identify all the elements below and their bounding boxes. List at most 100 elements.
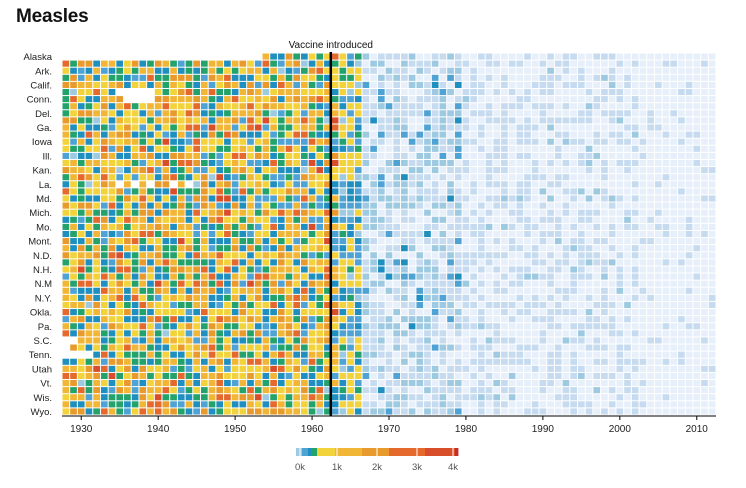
legend-swatch	[305, 448, 309, 456]
heatmap-cell	[339, 209, 347, 216]
heatmap-cell	[208, 252, 216, 259]
heatmap-cell	[293, 387, 301, 394]
heatmap-cell	[593, 67, 601, 74]
heatmap-cell	[416, 245, 424, 252]
heatmap-cell	[177, 88, 185, 96]
heatmap-cell	[639, 238, 647, 245]
heatmap-cell	[631, 117, 639, 124]
heatmap-cell	[385, 280, 393, 287]
heatmap-cell	[416, 67, 424, 74]
heatmap-cell	[454, 301, 462, 309]
heatmap-cell	[262, 117, 270, 124]
heatmap-cell	[62, 372, 70, 380]
heatmap-cell	[570, 309, 577, 316]
heatmap-cell	[578, 81, 585, 88]
heatmap-cell	[424, 167, 431, 174]
heatmap-cell	[62, 67, 70, 74]
heatmap-cell	[316, 238, 324, 245]
heatmap-cell	[524, 365, 531, 372]
heatmap-cell	[124, 167, 131, 174]
heatmap-cell	[77, 124, 85, 131]
heatmap-cell	[447, 188, 454, 195]
heatmap-cell	[708, 372, 716, 380]
legend-swatch	[362, 448, 366, 456]
heatmap-cell	[193, 167, 200, 174]
heatmap-cell	[539, 238, 547, 245]
heatmap-cell	[354, 337, 362, 344]
heatmap-cell	[139, 372, 147, 380]
heatmap-cell	[447, 195, 454, 202]
heatmap-cell	[439, 337, 447, 344]
heatmap-cell	[347, 394, 354, 401]
heatmap-cell	[339, 238, 347, 245]
heatmap-cell	[247, 74, 254, 81]
heatmap-cell	[693, 401, 701, 408]
heatmap-cell	[285, 223, 293, 230]
heatmap-cell	[531, 287, 539, 294]
heatmap-cell	[293, 110, 301, 117]
heatmap-cell	[270, 88, 277, 96]
heatmap-cell	[670, 209, 678, 216]
heatmap-cell	[262, 294, 270, 301]
heatmap-cell	[454, 401, 462, 408]
heatmap-cell	[216, 408, 224, 415]
heatmap-cell	[108, 337, 116, 344]
heatmap-cell	[108, 124, 116, 131]
heatmap-cell	[185, 67, 193, 74]
heatmap-cell	[308, 294, 316, 301]
heatmap-cell	[108, 351, 116, 358]
heatmap-cell	[231, 81, 239, 88]
legend-swatch	[383, 448, 387, 456]
heatmap-cell	[370, 174, 377, 181]
heatmap-cell	[477, 316, 485, 323]
heatmap-cell	[231, 238, 239, 245]
heatmap-cell	[277, 67, 285, 74]
heatmap-cell	[608, 209, 616, 216]
heatmap-cell	[608, 408, 616, 415]
heatmap-cell	[678, 131, 685, 138]
heatmap-cell	[539, 159, 547, 167]
heatmap-cell	[516, 230, 524, 238]
state-label: Mo.	[36, 222, 52, 233]
heatmap-cell	[601, 372, 608, 380]
heatmap-cell	[524, 216, 531, 223]
heatmap-cell	[624, 252, 631, 259]
heatmap-cell	[77, 372, 85, 380]
heatmap-cell	[493, 394, 501, 401]
heatmap-cell	[601, 287, 608, 294]
heatmap-cell	[154, 131, 162, 138]
heatmap-cell	[293, 216, 301, 223]
heatmap-cell	[393, 252, 401, 259]
heatmap-cell	[516, 67, 524, 74]
heatmap-cell	[662, 344, 670, 351]
heatmap-cell	[285, 309, 293, 316]
heatmap-cell	[370, 209, 377, 216]
heatmap-cell	[578, 372, 585, 380]
heatmap-cell	[124, 330, 131, 337]
heatmap-cell	[324, 117, 331, 124]
heatmap-cell	[670, 124, 678, 131]
heatmap-cell	[70, 252, 77, 259]
heatmap-cell	[470, 53, 477, 60]
heatmap-cell	[624, 138, 631, 145]
heatmap-cell	[678, 230, 685, 238]
heatmap-cell	[508, 167, 516, 174]
heatmap-cell	[193, 117, 200, 124]
heatmap-cell	[462, 152, 470, 159]
heatmap-cell	[301, 238, 308, 245]
heatmap-cell	[431, 408, 439, 415]
heatmap-cell	[62, 252, 70, 259]
heatmap-cell	[508, 401, 516, 408]
heatmap-cell	[462, 67, 470, 74]
heatmap-cell	[139, 337, 147, 344]
heatmap-cell	[239, 280, 247, 287]
heatmap-cell	[347, 309, 354, 316]
heatmap-cell	[393, 74, 401, 81]
heatmap-cell	[647, 131, 654, 138]
heatmap-cell	[370, 216, 377, 223]
heatmap-cell	[200, 216, 208, 223]
heatmap-cell	[385, 365, 393, 372]
heatmap-cell	[339, 316, 347, 323]
heatmap-cell	[554, 316, 562, 323]
heatmap-cell	[685, 266, 693, 273]
